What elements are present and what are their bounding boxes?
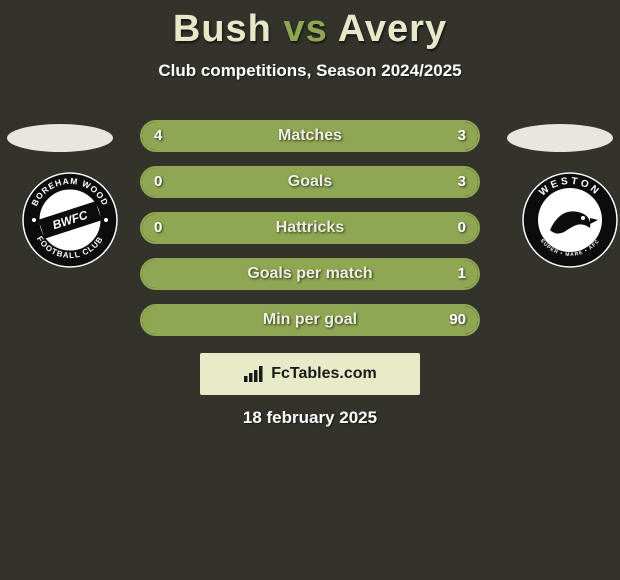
club-badge-right: WESTON SUPER • MARE • AFC — [520, 170, 620, 270]
date-text: 18 february 2025 — [0, 408, 620, 428]
stat-row: Goals per match1 — [140, 258, 480, 290]
player2-name: Avery — [338, 8, 447, 50]
stat-row: Min per goal90 — [140, 304, 480, 336]
stat-label: Goals — [142, 168, 478, 196]
stat-label: Goals per match — [142, 260, 478, 288]
brand-text: FcTables.com — [271, 365, 377, 383]
stat-label: Min per goal — [142, 306, 478, 334]
player1-photo-placeholder — [7, 124, 113, 152]
stat-row: 0Hattricks0 — [140, 212, 480, 244]
stat-value-right: 0 — [458, 214, 466, 242]
player2-photo-placeholder — [507, 124, 613, 152]
club-badge-left: BOREHAM WOOD FOOTBALL CLUB BWFC — [20, 170, 120, 270]
brand-footer[interactable]: FcTables.com — [200, 353, 420, 395]
stat-value-right: 3 — [458, 168, 466, 196]
subtitle: Club competitions, Season 2024/2025 — [0, 61, 620, 81]
stat-value-right: 1 — [458, 260, 466, 288]
stat-row: 0Goals3 — [140, 166, 480, 198]
vs-text: vs — [283, 8, 327, 50]
stat-value-right: 3 — [458, 122, 466, 150]
stat-label: Hattricks — [142, 214, 478, 242]
player1-name: Bush — [173, 8, 272, 50]
comparison-title: Bush vs Avery — [0, 0, 620, 51]
stat-value-right: 90 — [449, 306, 466, 334]
stat-label: Matches — [142, 122, 478, 150]
chart-icon — [243, 365, 265, 383]
stat-row: 4Matches3 — [140, 120, 480, 152]
stats-container: 4Matches30Goals30Hattricks0Goals per mat… — [140, 120, 480, 350]
